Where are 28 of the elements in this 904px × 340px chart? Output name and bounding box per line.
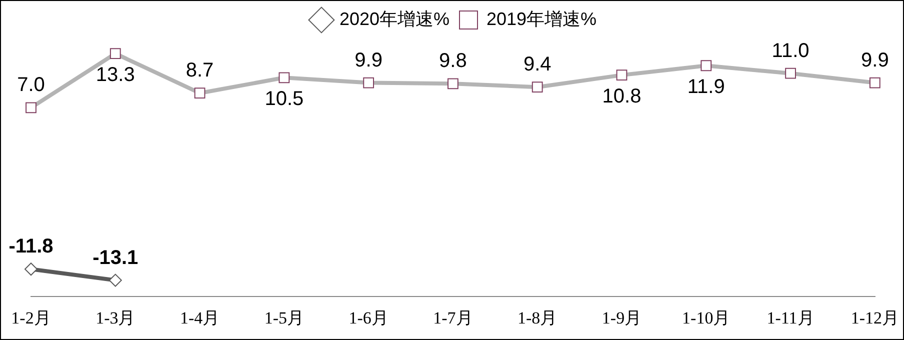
x-tick-label: 1-4月 — [180, 308, 220, 328]
legend-label: 2019年增速% — [486, 8, 597, 29]
data-label: 9.9 — [861, 49, 889, 72]
point — [108, 274, 122, 287]
x-tick-label: 1-3月 — [96, 308, 136, 328]
data-label: 9.8 — [439, 50, 467, 72]
data-label: -13.1 — [92, 246, 138, 269]
x-tick-label: 1-11月 — [766, 308, 814, 328]
data-label: 10.8 — [602, 86, 642, 108]
data-label: 10.5 — [264, 88, 304, 110]
x-tick-label: 1-2月 — [11, 308, 51, 328]
data-label: 9.4 — [523, 54, 552, 76]
x-tick-label: 1-5月 — [264, 308, 304, 328]
legend-label: 2020年增速% — [339, 8, 450, 29]
data-label: 9.9 — [354, 49, 382, 72]
data-label: 11.9 — [687, 76, 725, 98]
x-tick-label: 1-9月 — [602, 308, 642, 328]
x-tick-label: 1-7月 — [433, 308, 473, 328]
x-tick-label: 1-12月 — [850, 308, 900, 328]
x-tick-label: 1-10月 — [682, 308, 730, 328]
data-label: 13.3 — [96, 64, 135, 86]
x-tick-label: 1-6月 — [348, 308, 388, 328]
data-label: -11.8 — [8, 236, 54, 258]
data-label: 8.7 — [186, 60, 214, 82]
data-label: 11.0 — [772, 40, 810, 62]
x-tick-label: 1-8月 — [518, 308, 558, 328]
point — [24, 262, 38, 276]
data-label: 7.0 — [17, 74, 45, 96]
